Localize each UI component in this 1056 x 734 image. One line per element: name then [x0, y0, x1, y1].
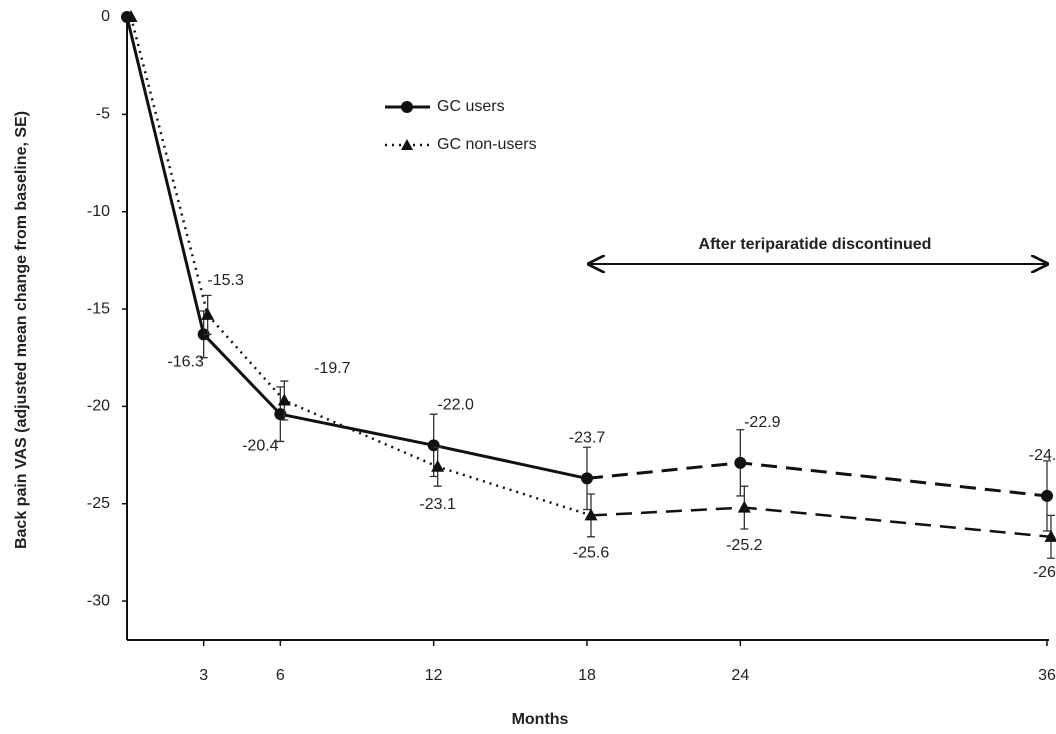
point: [201, 307, 215, 320]
point: [737, 500, 751, 513]
point: [1044, 529, 1056, 542]
data-label: -20.4: [242, 437, 279, 454]
data-label: -25.2: [726, 537, 763, 554]
data-label: -23.7: [569, 430, 606, 447]
y-tick-label: -25: [87, 495, 110, 512]
legend-marker: [401, 101, 413, 113]
point: [274, 408, 287, 421]
y-tick-label: -5: [96, 106, 110, 123]
data-label: -15.3: [207, 272, 244, 289]
legend-label: GC users: [437, 98, 505, 115]
point: [584, 508, 598, 521]
legend-marker: [401, 139, 413, 150]
x-axis-title: Months: [512, 711, 569, 728]
x-tick-label: 12: [425, 667, 443, 684]
legend-label: GC non-users: [437, 136, 537, 153]
y-tick-label: -30: [87, 592, 110, 609]
data-label: -26.7: [1033, 564, 1056, 581]
point: [734, 456, 747, 469]
y-tick-label: -15: [87, 300, 110, 317]
y-axis-title: Back pain VAS (adjusted mean change from…: [13, 111, 30, 549]
point: [277, 393, 291, 406]
point: [581, 472, 593, 485]
point: [124, 10, 138, 22]
point: [427, 439, 440, 452]
x-tick-label: 36: [1038, 667, 1056, 684]
data-label: -16.3: [167, 354, 204, 371]
data-label: -22.9: [744, 414, 781, 431]
point: [1041, 489, 1053, 502]
annotation: After teriparatide discontinued: [699, 236, 932, 253]
line: [125, 16, 588, 480]
x-tick-label: 18: [578, 667, 596, 684]
data-label: -23.1: [419, 496, 456, 513]
data-label: -22.0: [437, 397, 474, 414]
data-label: -24.6: [1029, 447, 1056, 464]
data-label: -19.7: [314, 360, 351, 377]
point: [431, 459, 445, 472]
data-label: -25.6: [573, 545, 610, 562]
x-tick-label: 24: [731, 667, 749, 684]
line-after: [586, 461, 1048, 498]
line: [129, 16, 592, 517]
y-tick-label: -20: [87, 398, 110, 415]
x-tick-label: 3: [199, 667, 208, 684]
line-after: [590, 506, 1052, 539]
x-tick-label: 6: [276, 667, 285, 684]
y-tick-label: -10: [87, 203, 110, 220]
y-tick-label: 0: [101, 8, 110, 25]
